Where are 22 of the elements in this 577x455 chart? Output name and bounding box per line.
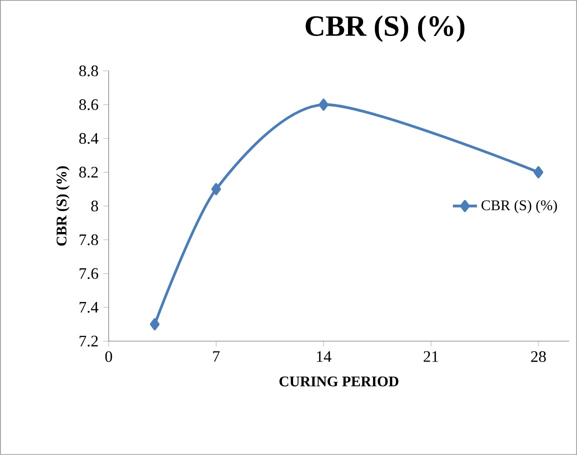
point [534, 166, 544, 178]
point [150, 318, 160, 330]
y-tick-label: 8.2 [79, 166, 98, 178]
y-tick-label: 7.8 [80, 234, 98, 246]
y-tick-label: 7.2 [80, 336, 98, 347]
y-tick-label: 7.4 [80, 302, 98, 313]
y-tick-label: 8.4 [79, 133, 98, 144]
chart-title: CBR (S) (%) [306, 15, 464, 42]
x-tick-label: 7 [213, 351, 220, 362]
point [211, 183, 221, 196]
x-axis-title: CURING PERIOD [279, 376, 398, 386]
y-tick-label: 8.8 [79, 66, 98, 76]
point [318, 98, 328, 111]
y-tick-label: 8 [91, 200, 98, 212]
legend-label: CBR (S) (%) [482, 200, 557, 214]
x-tick-label: 28 [531, 351, 546, 362]
x-tick-label: 21 [424, 351, 438, 362]
y-axis-title: CBR (S) (%) [56, 166, 70, 246]
x-tick-label: 14 [316, 351, 332, 362]
y-tick-label: 7.6 [80, 268, 98, 280]
y-tick-label: 8.6 [79, 99, 98, 110]
x-tick-label: 0 [105, 351, 112, 362]
